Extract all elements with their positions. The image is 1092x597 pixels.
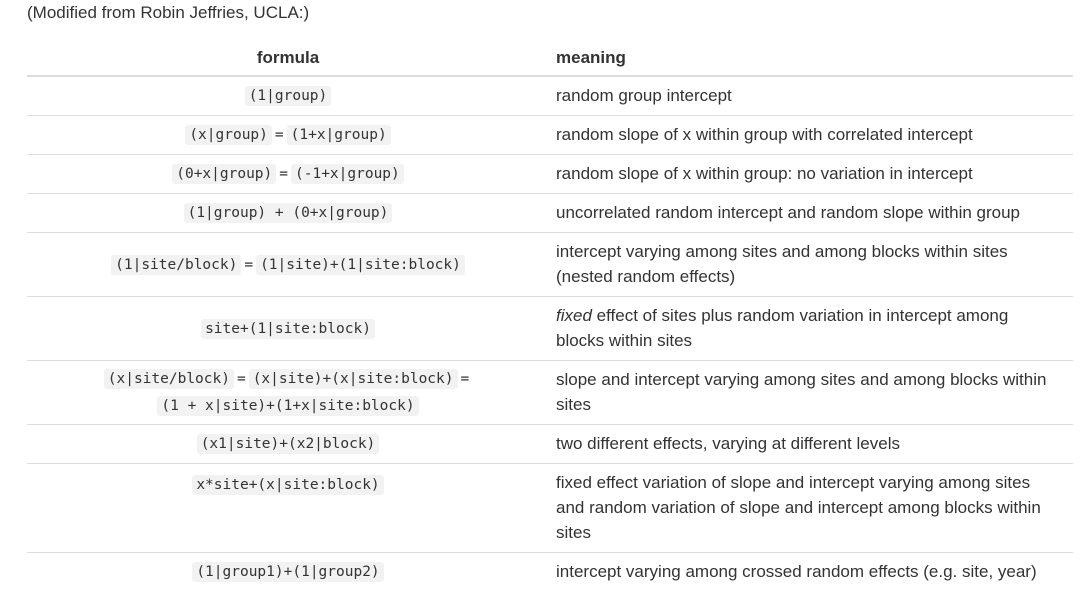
- formula-code: (1|site)+(1|site:block): [256, 254, 465, 275]
- formula-column-header: formula: [27, 40, 549, 77]
- formula-code: (0+x|group): [172, 164, 277, 184]
- meaning-line: sites: [556, 395, 591, 414]
- formula-lines: (x|site/block) = (x|site)+(x|site:block) = …: [103, 365, 472, 419]
- meaning-line: fixed effect variation of slope and inte…: [556, 473, 1031, 492]
- formula-cell: (x|group) = (1+x|group): [27, 114, 549, 154]
- meaning-line: slope and intercept varying among sites …: [556, 370, 1047, 389]
- meaning-cell: random slope of x within group: no varia…: [549, 153, 1073, 193]
- equals-separator: =: [244, 256, 254, 273]
- equals-separator: =: [236, 371, 246, 387]
- formula-cell: x*site+(x|site:block): [27, 462, 549, 552]
- formula-code: (1|group) + (0+x|group): [183, 203, 393, 223]
- meaning-emphasis: fixed: [556, 306, 592, 325]
- formula-code: (x1|site)+(x2|block): [196, 434, 380, 454]
- equals-separator: =: [279, 166, 288, 182]
- formula-cell: (1|group) + (0+x|group): [27, 192, 549, 232]
- meaning-line: intercept varying among sites and among …: [556, 242, 1008, 261]
- table-row: (1|site/block) = (1|site)+(1|site:block) i…: [27, 231, 1073, 296]
- formula-cell: (x1|site)+(x2|block): [27, 423, 549, 463]
- table-row: (0+x|group) = (-1+x|group) random slope of…: [27, 153, 1073, 193]
- formula-code: x*site+(x|site:block): [192, 474, 384, 495]
- meaning-column-header: meaning: [549, 40, 1073, 77]
- formula-cell: (x|site/block) = (x|site)+(x|site:block) = …: [27, 359, 549, 424]
- meaning-cell: random slope of x within group with corr…: [549, 114, 1073, 154]
- formula-code: (1 + x|site)+(1+x|site:block): [157, 396, 419, 416]
- meaning-line: effect of sites plus random variation in…: [591, 306, 1009, 325]
- meaning-cell: fixed effect of sites plus random variat…: [549, 295, 1073, 360]
- formula-cell: (1|group1)+(1|group2): [27, 551, 549, 591]
- table-row: (x1|site)+(x2|block) two different effec…: [27, 423, 1073, 463]
- formula-code: site+(1|site:block): [201, 318, 375, 339]
- meaning-cell: slope and intercept varying among sites …: [549, 359, 1073, 424]
- formula-cell: site+(1|site:block): [27, 295, 549, 360]
- meaning-line: sites: [556, 523, 591, 542]
- formula-cell: (0+x|group) = (-1+x|group): [27, 153, 549, 193]
- source-note: (Modified from Robin Jeffries, UCLA:): [27, 3, 310, 22]
- table-row: (x|group) = (1+x|group) random slope of x …: [27, 114, 1073, 154]
- meaning-cell: random group intercept: [549, 75, 1073, 115]
- equals-separator: =: [460, 371, 470, 387]
- meaning-line: and random variation of slope and interc…: [556, 498, 1041, 517]
- formula-cell: (1|group): [27, 75, 549, 115]
- equals-separator: =: [274, 127, 284, 143]
- meaning-cell: fixed effect variation of slope and inte…: [549, 462, 1073, 552]
- table-row: site+(1|site:block) fixed effect of site…: [27, 295, 1073, 360]
- formula-code: (x|site/block): [103, 369, 234, 389]
- formula-code: (-1+x|group): [291, 164, 404, 184]
- table-header-row: formula meaning: [27, 40, 1073, 77]
- formula-code: (1|group1)+(1|group2): [192, 562, 384, 583]
- table-row: (x|site/block) = (x|site)+(x|site:block) = …: [27, 359, 1073, 424]
- meaning-cell: two different effects, varying at differ…: [549, 423, 1073, 463]
- meaning-line: (nested random effects): [556, 267, 736, 286]
- meaning-cell: intercept varying among crossed random e…: [549, 551, 1073, 591]
- formula-code: (1|group): [244, 86, 332, 107]
- table-row: (1|group) random group intercept: [27, 75, 1073, 115]
- formula-cell: (1|site/block) = (1|site)+(1|site:block): [27, 231, 549, 296]
- meaning-cell: uncorrelated random intercept and random…: [549, 192, 1073, 232]
- formula-table: formula meaning (1|group) random group i…: [27, 40, 1073, 591]
- table-row: x*site+(x|site:block) fixed effect varia…: [27, 462, 1073, 552]
- formula-code: (x|group): [185, 125, 272, 145]
- table-row: (1|group1)+(1|group2) intercept varying …: [27, 551, 1073, 591]
- formula-code: (1|site/block): [111, 254, 242, 275]
- formula-code: (x|site)+(x|site:block): [248, 369, 458, 389]
- meaning-cell: intercept varying among sites and among …: [549, 231, 1073, 296]
- meaning-line: blocks within sites: [556, 331, 693, 350]
- formula-code: (1+x|group): [286, 125, 391, 145]
- table-row: (1|group) + (0+x|group) uncorrelated ran…: [27, 192, 1073, 232]
